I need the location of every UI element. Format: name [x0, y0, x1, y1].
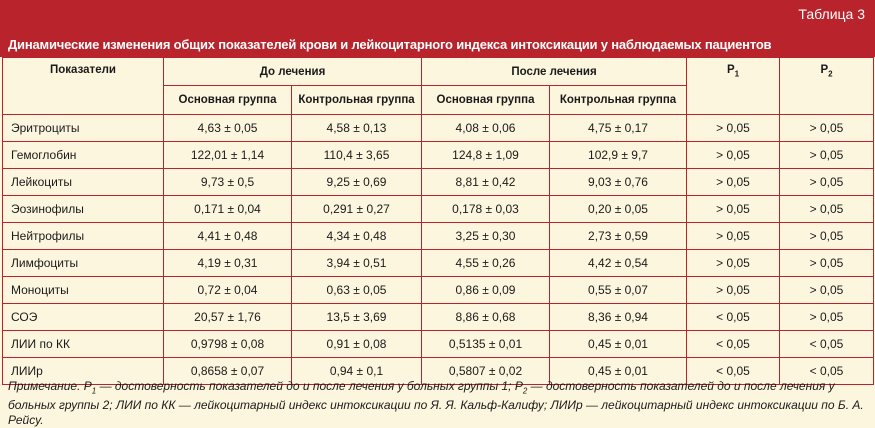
header-after-control-group: Контрольная группа: [549, 85, 687, 115]
table-row: Лейкоциты 9,73 ± 0,5 9,25 ± 0,69 8,81 ± 0,4…: [2, 168, 874, 196]
cell-before-control: 110,4 ± 3,65: [291, 141, 422, 169]
cell-after-control: 102,9 ± 9,7: [549, 141, 687, 169]
cell-name: Нейтрофилы: [2, 222, 164, 250]
table-row: ЛИИ по КК 0,9798 ± 0,08 0,91 ± 0,08 0,5135 …: [2, 330, 874, 358]
cell-before-main: 0,8658 ± 0,07: [163, 357, 292, 385]
cell-after-control: 2,73 ± 0,59: [549, 222, 687, 250]
table-row: СОЭ 20,57 ± 1,76 13,5 ± 3,69 8,86 ± 0,68 8,3…: [2, 303, 874, 331]
cell-name: Лейкоциты: [2, 168, 164, 196]
cell-after-control: 0,55 ± 0,07: [549, 276, 687, 304]
header-before-treatment: До лечения: [163, 57, 422, 86]
cell-name: ЛИИр: [2, 357, 164, 385]
cell-before-main: 4,41 ± 0,48: [163, 222, 292, 250]
table-row: ЛИИр 0,8658 ± 0,07 0,94 ± 0,1 0,5807 ± 0,02…: [2, 357, 874, 385]
cell-after-control: 0,20 ± 0,05: [549, 195, 687, 223]
cell-p1: > 0,05: [686, 114, 780, 142]
cell-before-main: 20,57 ± 1,76: [163, 303, 292, 331]
cell-name: ЛИИ по КК: [2, 330, 164, 358]
table-note: Примечание. P1 — достоверность показател…: [8, 379, 864, 428]
cell-p2: > 0,05: [779, 303, 874, 331]
table-header-banner: Таблица 3 Динамические изменения общих п…: [0, 0, 875, 57]
cell-p1: > 0,05: [686, 195, 780, 223]
cell-after-main: 0,5135 ± 0,01: [421, 330, 550, 358]
cell-name: Лимфоциты: [2, 249, 164, 277]
cell-p2: > 0,05: [779, 195, 874, 223]
cell-before-main: 9,73 ± 0,5: [163, 168, 292, 196]
cell-after-main: 0,178 ± 0,03: [421, 195, 550, 223]
cell-after-control: 8,36 ± 0,94: [549, 303, 687, 331]
cell-p1: < 0,05: [686, 303, 780, 331]
cell-p2: > 0,05: [779, 114, 874, 142]
cell-after-main: 0,86 ± 0,09: [421, 276, 550, 304]
cell-p1: < 0,05: [686, 330, 780, 358]
header-p2: P2: [779, 57, 874, 115]
cell-before-main: 4,63 ± 0,05: [163, 114, 292, 142]
header-p1: P1: [686, 57, 780, 115]
table-row: Гемоглобин 122,01 ± 1,14 110,4 ± 3,65 124,8…: [2, 141, 874, 169]
cell-name: СОЭ: [2, 303, 164, 331]
cell-after-main: 3,25 ± 0,30: [421, 222, 550, 250]
cell-before-main: 122,01 ± 1,14: [163, 141, 292, 169]
cell-p2: > 0,05: [779, 168, 874, 196]
header-after-treatment: После лечения: [421, 57, 687, 86]
table-row: Эозинофилы 0,171 ± 0,04 0,291 ± 0,27 0,178 …: [2, 195, 874, 223]
cell-p2: > 0,05: [779, 141, 874, 169]
cell-p2: < 0,05: [779, 330, 874, 358]
cell-before-control: 0,63 ± 0,05: [291, 276, 422, 304]
cell-before-main: 4,19 ± 0,31: [163, 249, 292, 277]
table-title: Динамические изменения общих показателей…: [8, 37, 772, 52]
table-row: Моноциты 0,72 ± 0,04 0,63 ± 0,05 0,86 ± 0,0…: [2, 276, 874, 304]
cell-after-main: 4,08 ± 0,06: [421, 114, 550, 142]
header-before-main-group: Основная группа: [163, 85, 292, 115]
data-table: Показатели До лечения После лечения P1 P…: [2, 57, 874, 385]
cell-p1: > 0,05: [686, 249, 780, 277]
cell-before-control: 9,25 ± 0,69: [291, 168, 422, 196]
cell-before-control: 13,5 ± 3,69: [291, 303, 422, 331]
cell-after-main: 8,81 ± 0,42: [421, 168, 550, 196]
cell-name: Эритроциты: [2, 114, 164, 142]
cell-before-control: 3,94 ± 0,51: [291, 249, 422, 277]
cell-before-control: 0,291 ± 0,27: [291, 195, 422, 223]
cell-name: Гемоглобин: [2, 141, 164, 169]
cell-after-control: 9,03 ± 0,76: [549, 168, 687, 196]
table-row: Нейтрофилы 4,41 ± 0,48 4,34 ± 0,48 3,25 ± 0…: [2, 222, 874, 250]
cell-p1: > 0,05: [686, 168, 780, 196]
cell-after-control: 4,42 ± 0,54: [549, 249, 687, 277]
cell-before-main: 0,72 ± 0,04: [163, 276, 292, 304]
cell-p1: > 0,05: [686, 141, 780, 169]
table-row: Лимфоциты 4,19 ± 0,31 3,94 ± 0,51 4,55 ± 0,…: [2, 249, 874, 277]
cell-before-control: 4,34 ± 0,48: [291, 222, 422, 250]
cell-after-main: 0,5807 ± 0,02: [421, 357, 550, 385]
cell-name: Моноциты: [2, 276, 164, 304]
cell-p1: > 0,05: [686, 276, 780, 304]
cell-p2: > 0,05: [779, 222, 874, 250]
cell-before-main: 0,171 ± 0,04: [163, 195, 292, 223]
header-after-main-group: Основная группа: [421, 85, 550, 115]
header-before-control-group: Контрольная группа: [291, 85, 422, 115]
cell-after-control: 4,75 ± 0,17: [549, 114, 687, 142]
cell-after-control: 0,45 ± 0,01: [549, 330, 687, 358]
header-indicator: Показатели: [2, 57, 164, 115]
cell-before-control: 0,91 ± 0,08: [291, 330, 422, 358]
cell-p2: > 0,05: [779, 276, 874, 304]
cell-before-control: 4,58 ± 0,13: [291, 114, 422, 142]
table-number: Таблица 3: [798, 6, 865, 22]
cell-name: Эозинофилы: [2, 195, 164, 223]
cell-before-main: 0,9798 ± 0,08: [163, 330, 292, 358]
cell-p1: > 0,05: [686, 222, 780, 250]
cell-after-main: 124,8 ± 1,09: [421, 141, 550, 169]
cell-after-main: 8,86 ± 0,68: [421, 303, 550, 331]
table-row: Эритроциты 4,63 ± 0,05 4,58 ± 0,13 4,08 ± 0…: [2, 114, 874, 142]
cell-p2: > 0,05: [779, 249, 874, 277]
cell-p2: < 0,05: [779, 357, 874, 385]
cell-after-main: 4,55 ± 0,26: [421, 249, 550, 277]
